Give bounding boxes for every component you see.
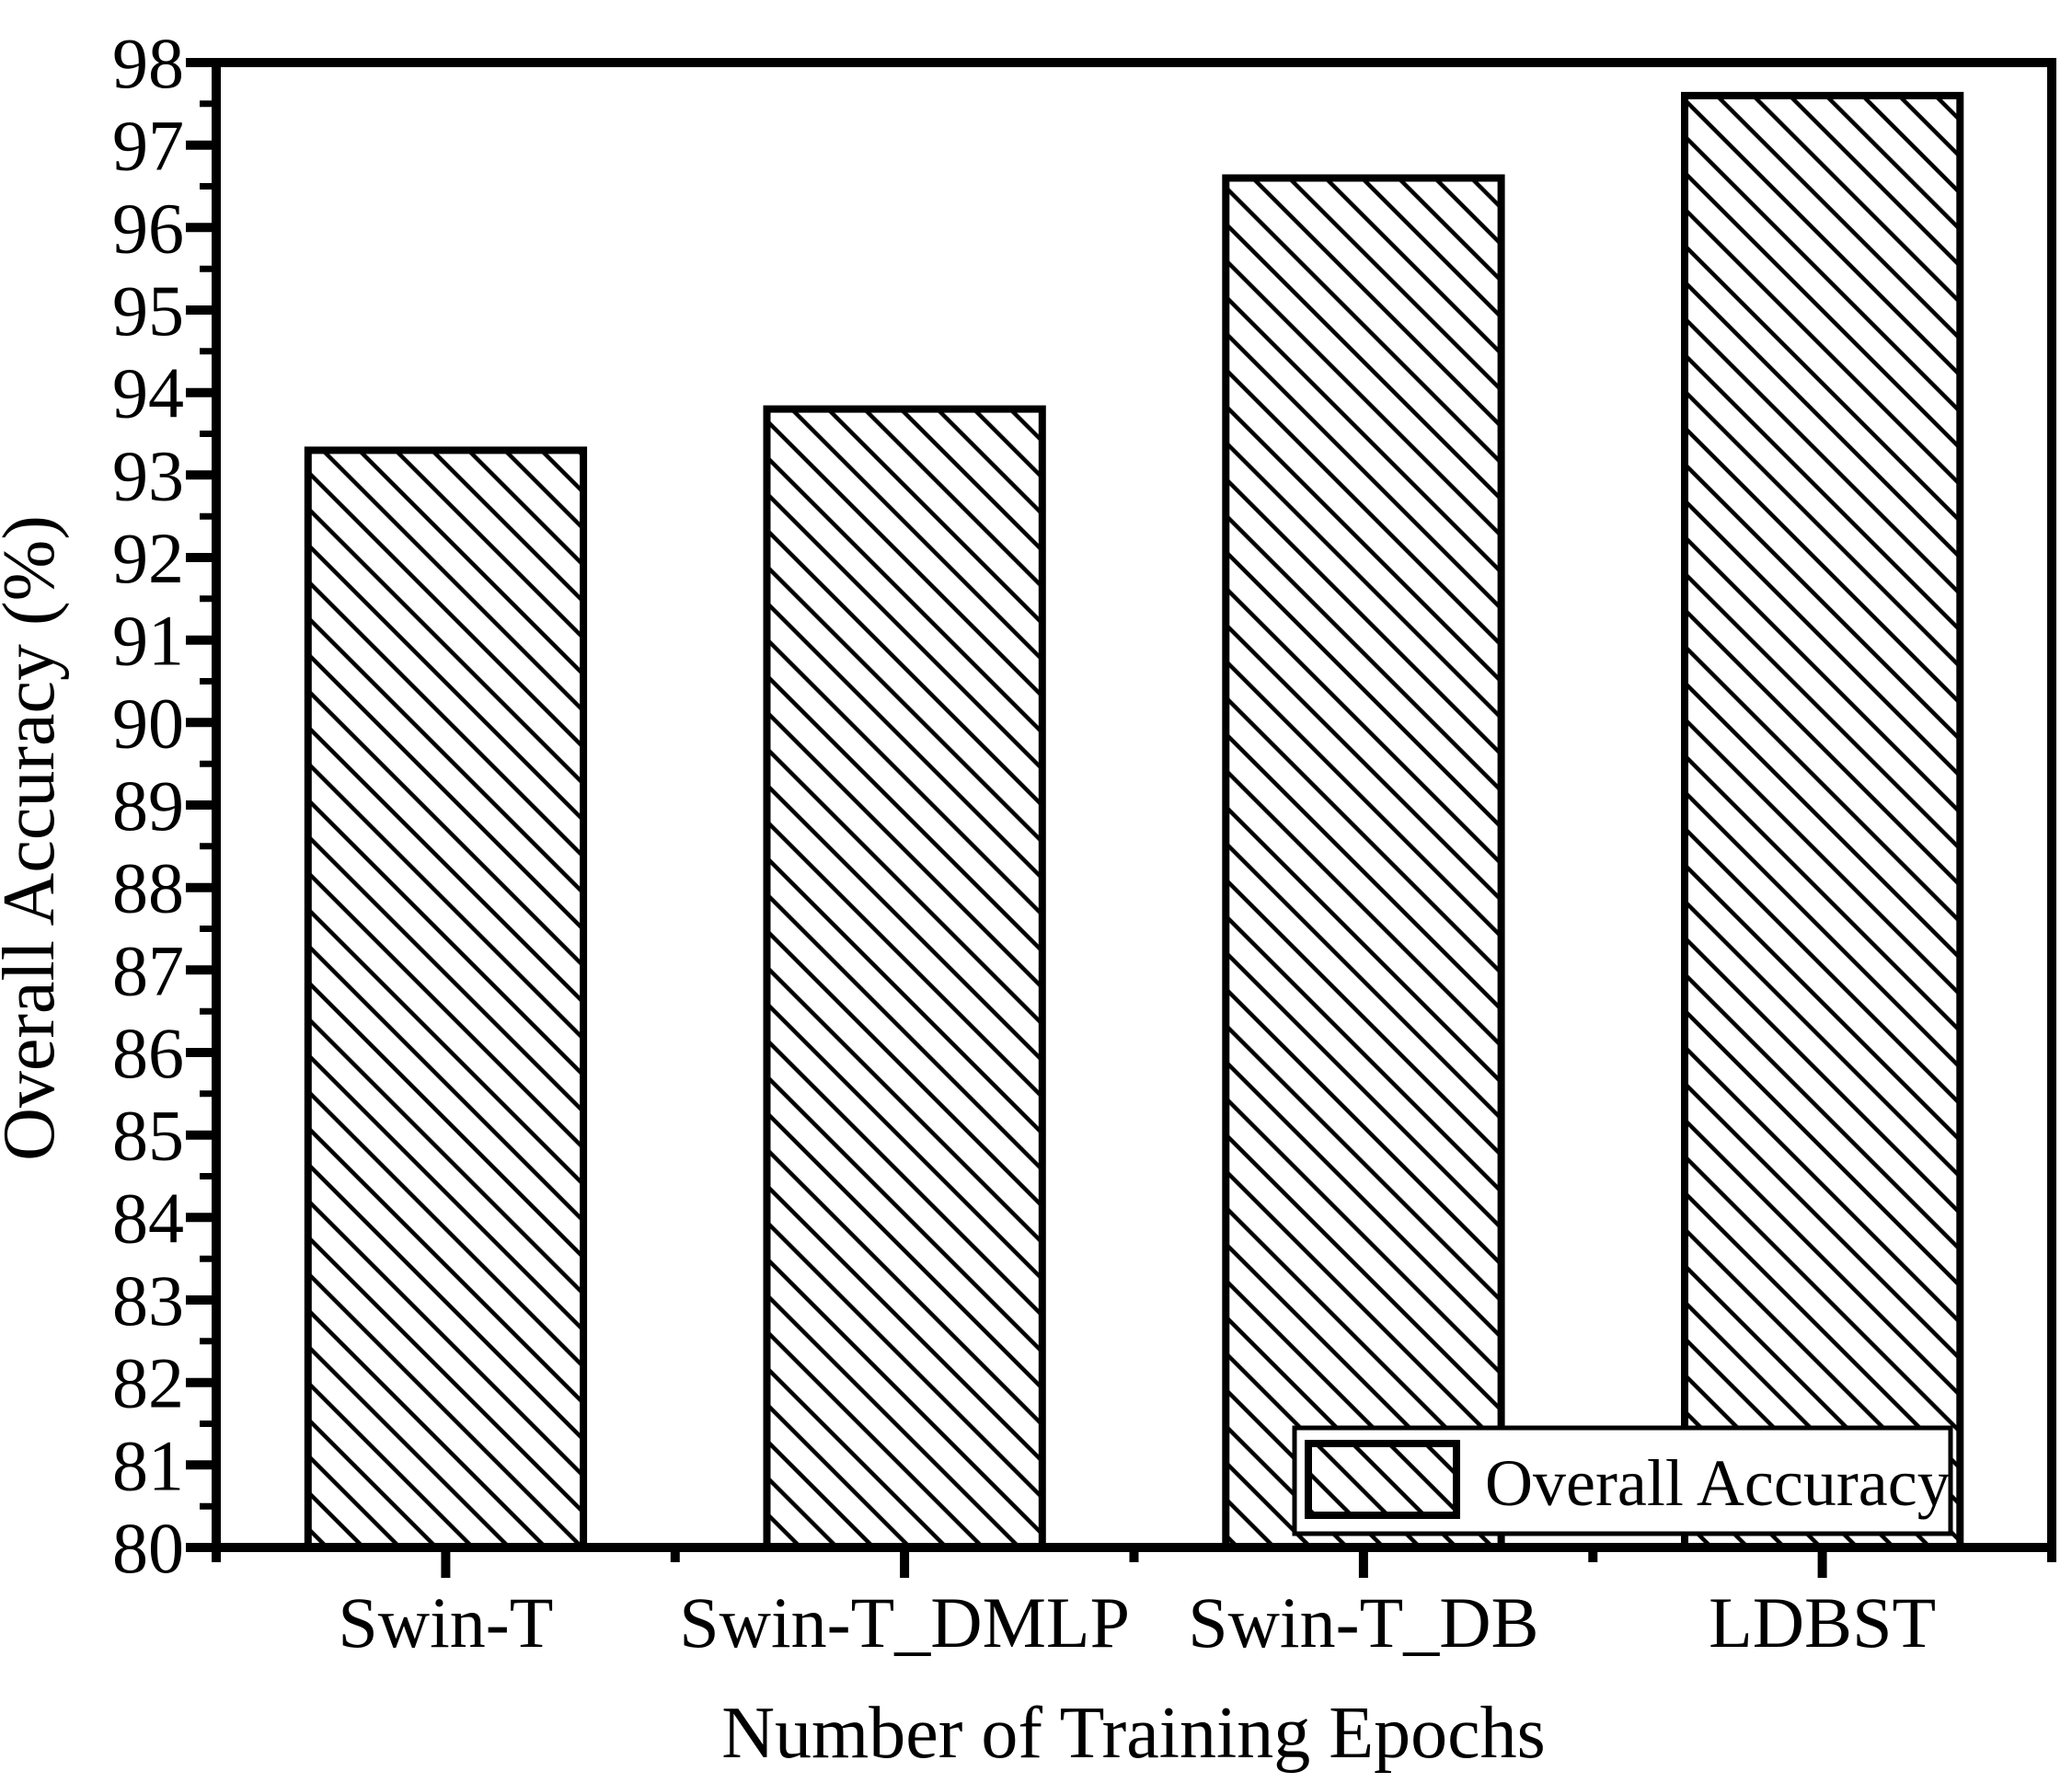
- y-tick-label-97: 97: [112, 106, 184, 186]
- y-tick-label-82: 82: [112, 1343, 184, 1423]
- y-tick-label-80: 80: [112, 1508, 184, 1588]
- plot-frame: [212, 58, 2056, 1552]
- legend-label: Overall Accuracy: [1485, 1446, 1951, 1520]
- y-tick-label-95: 95: [112, 270, 184, 351]
- legend-swatch: [1305, 1440, 1460, 1519]
- x-tick-label-swin-t-dmlp: Swin-T_DMLP: [679, 1582, 1130, 1662]
- y-tick-label-85: 85: [112, 1096, 184, 1176]
- x-tick-label-ldbst: LDBST: [1709, 1582, 1936, 1662]
- y-tick-label-83: 83: [112, 1260, 184, 1340]
- x-axis-title: Number of Training Epochs: [721, 1693, 1546, 1774]
- y-axis-title: Overall Accuracy (%): [0, 515, 70, 1161]
- y-tick-label-87: 87: [112, 930, 184, 1010]
- x-tick-label-swin-t: Swin-T: [338, 1582, 553, 1662]
- y-tick-label-98: 98: [112, 23, 184, 103]
- y-tick-label-86: 86: [112, 1013, 184, 1093]
- bar-swin-t-dmlp: [763, 405, 1046, 1552]
- y-tick-label-94: 94: [112, 353, 184, 433]
- y-tick-label-88: 88: [112, 848, 184, 928]
- ticks-group: [186, 58, 2056, 1578]
- y-tick-label-96: 96: [112, 188, 184, 268]
- x-tick-labels: Swin-T Swin-T_DMLP Swin-T_DB LDBST: [338, 1582, 1936, 1662]
- y-tick-label-81: 81: [112, 1425, 184, 1505]
- bar-swin-t: [304, 446, 588, 1551]
- y-tick-label-89: 89: [112, 765, 184, 845]
- legend: Overall Accuracy: [1292, 1425, 1953, 1536]
- bar-swin-t-db: [1222, 174, 1505, 1551]
- y-tick-label-92: 92: [112, 518, 184, 598]
- bar-ldbst: [1681, 91, 1964, 1551]
- y-tick-label-91: 91: [112, 601, 184, 681]
- x-tick-label-swin-t-db: Swin-T_DB: [1188, 1582, 1538, 1662]
- y-tick-label-84: 84: [112, 1178, 184, 1258]
- bars-group: [304, 91, 1964, 1552]
- y-tick-label-93: 93: [112, 435, 184, 515]
- y-tick-label-90: 90: [112, 683, 184, 763]
